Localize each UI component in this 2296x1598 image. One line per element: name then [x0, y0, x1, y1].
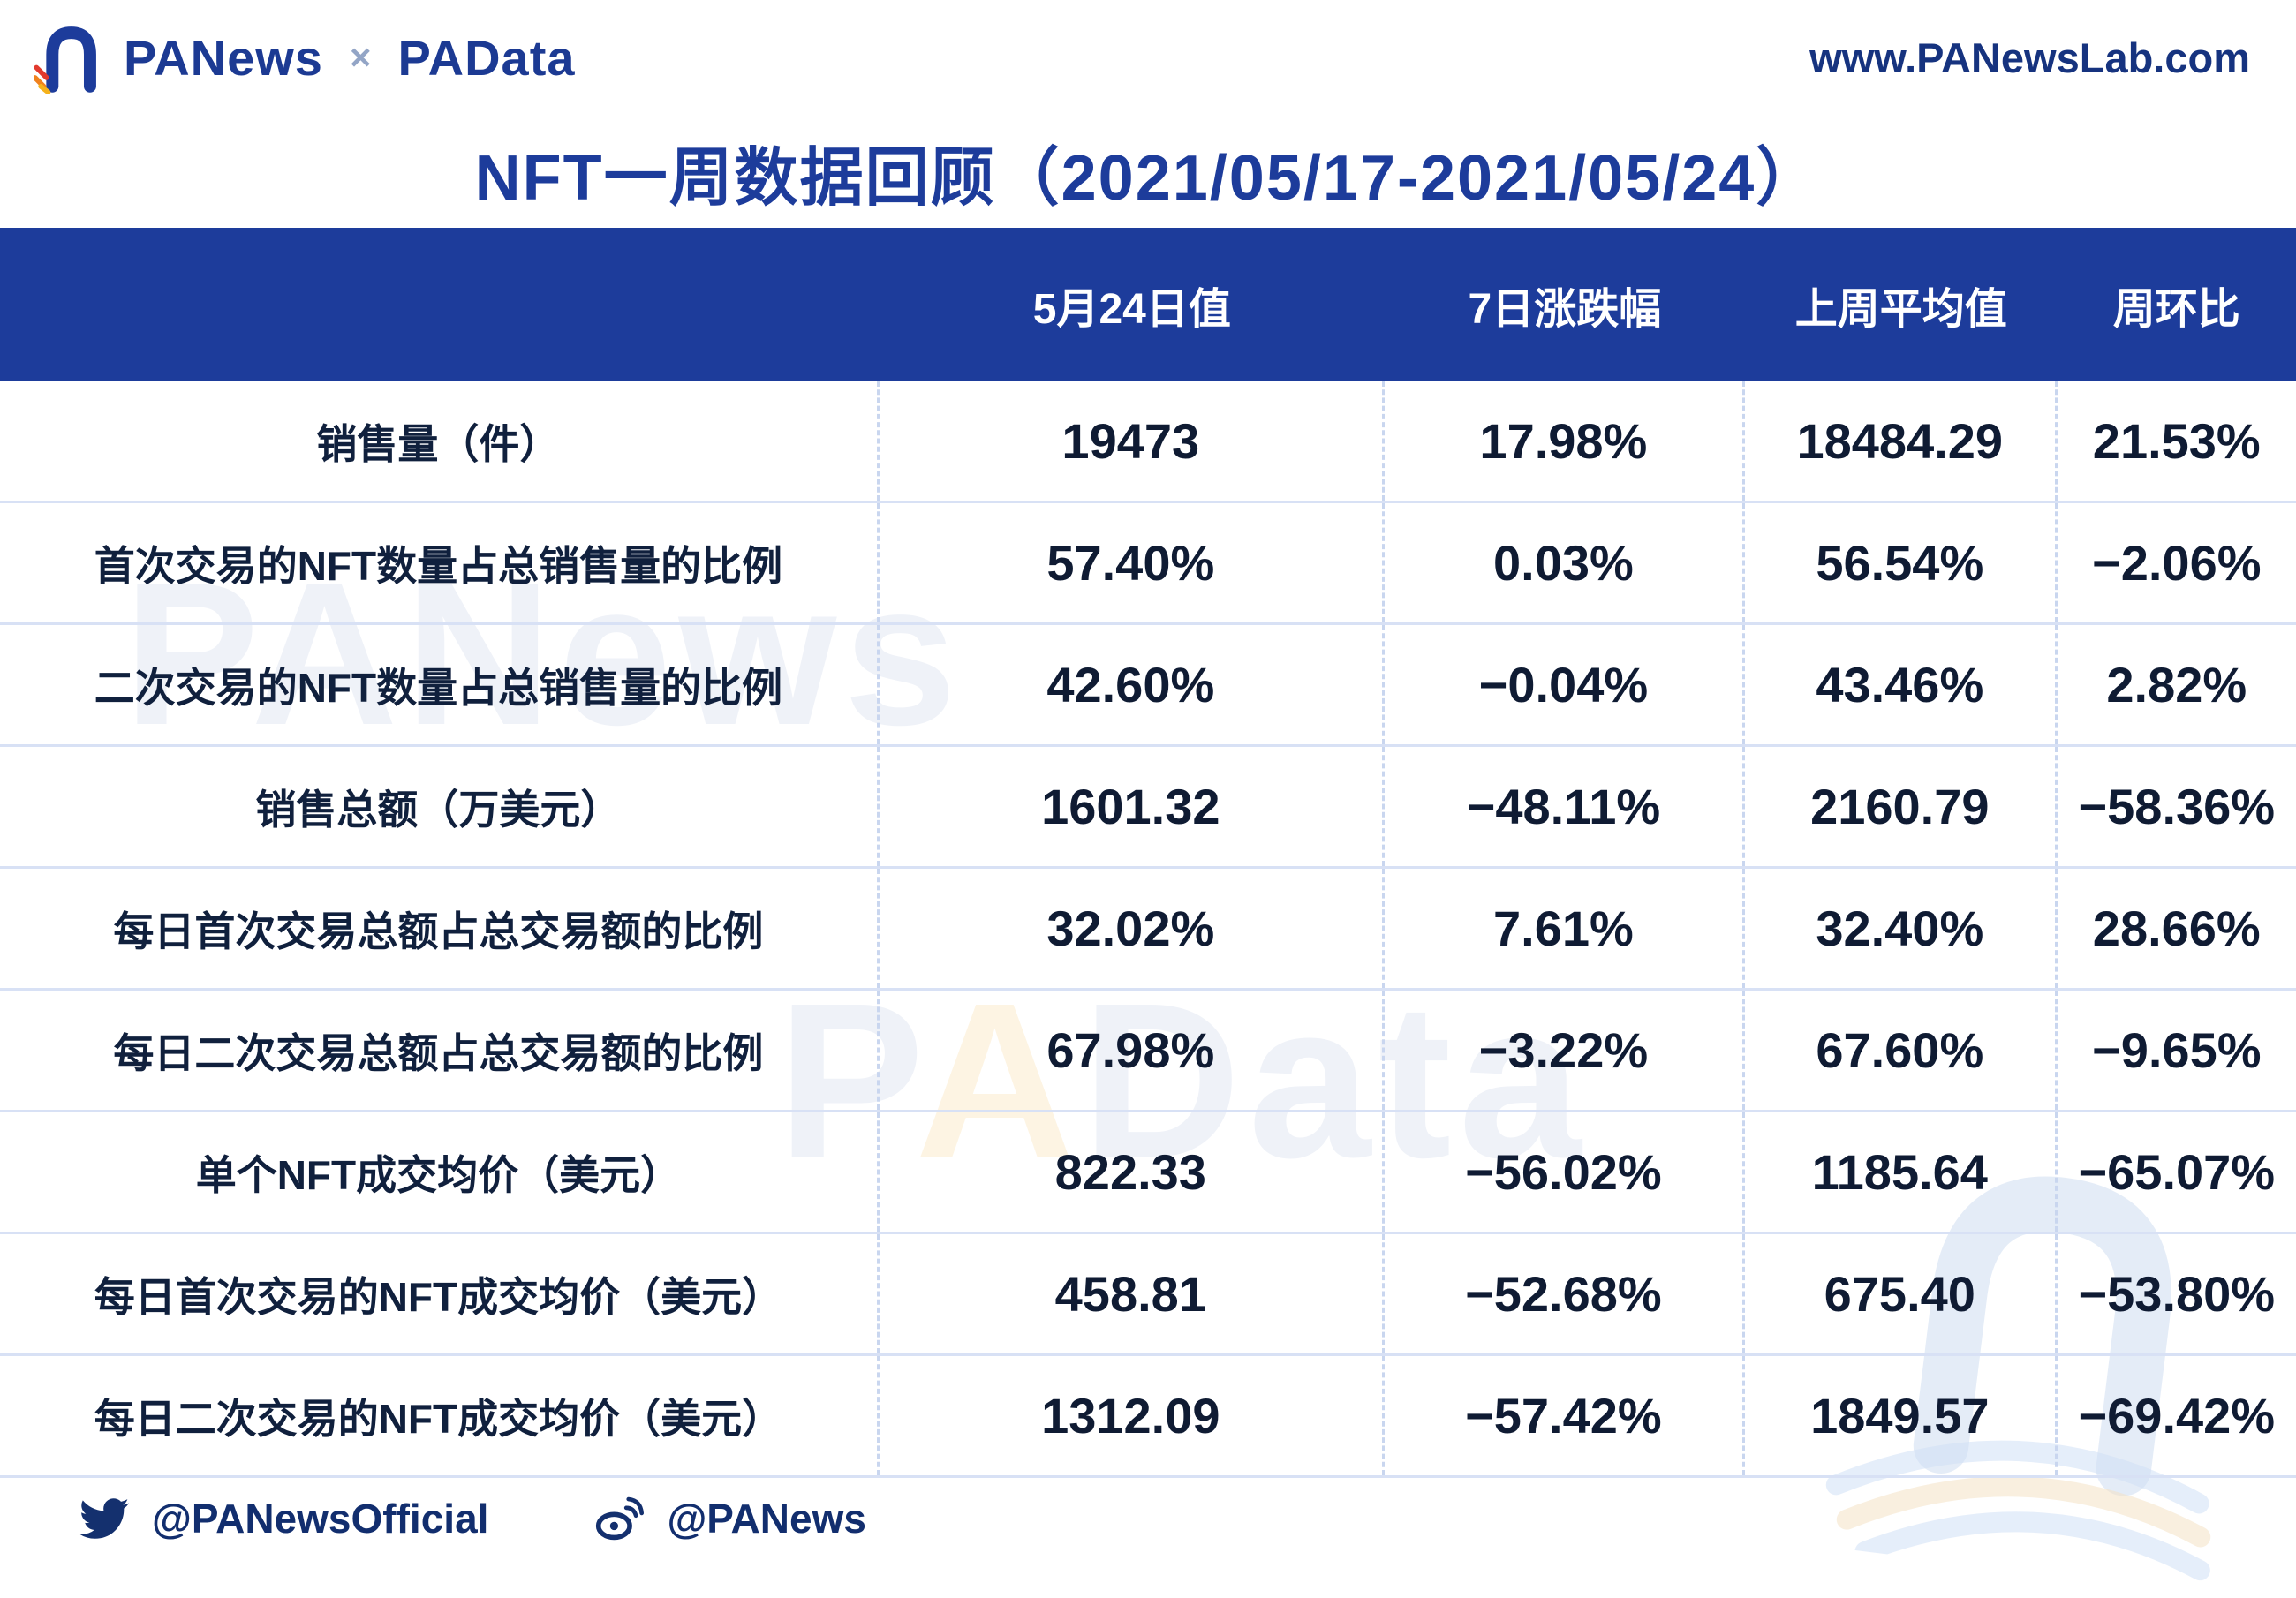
table-body: 销售量（件） 19473 17.98% 18484.29 21.53% 首次交易… [0, 381, 2296, 1478]
twitter-icon [79, 1498, 129, 1539]
top-bar: PANews × PAData www.PANewsLab.com [0, 0, 2296, 115]
cell: 18484.29 [1745, 381, 2058, 501]
cell: 1185.64 [1745, 1112, 2058, 1232]
cell: 1312.09 [880, 1356, 1385, 1475]
table-row: 单个NFT成交均价（美元） 822.33 −56.02% 1185.64 −65… [0, 1112, 2296, 1234]
cell: 67.98% [880, 991, 1385, 1110]
cell: 458.81 [880, 1234, 1385, 1353]
cell: −53.80% [2078, 1266, 2276, 1322]
cell: 21.53% [2092, 413, 2261, 469]
brand-lockup: PANews × PAData [34, 21, 575, 94]
table-row: 首次交易的NFT数量占总销售量的比例 57.40% 0.03% 56.54% −… [0, 503, 2296, 625]
brand-multiply-icon: × [349, 36, 372, 78]
website-link[interactable]: www.PANewsLab.com [1809, 34, 2250, 81]
table-row: 每日首次交易总额占总交易额的比例 32.02% 7.61% 32.40% 28.… [0, 869, 2296, 991]
table-header-col-value: 5月24日值 [1032, 286, 1231, 333]
nft-weekly-table: 5月24日值 7日涨跌幅 上周平均值 周环比 销售量（件） 19473 17.9… [0, 228, 2296, 1478]
row-label: 销售量（件） [0, 381, 880, 501]
cell: 1849.57 [1745, 1356, 2058, 1475]
row-label: 每日二次交易的NFT成交均价（美元） [0, 1356, 880, 1475]
row-label: 销售总额（万美元） [0, 747, 880, 866]
cell: 1601.32 [880, 747, 1385, 866]
table-header-row: 5月24日值 7日涨跌幅 上周平均值 周环比 [0, 228, 2296, 381]
brand-panews: PANews [124, 29, 323, 86]
table-row: 二次交易的NFT数量占总销售量的比例 42.60% −0.04% 43.46% … [0, 625, 2296, 747]
row-label: 每日首次交易总额占总交易额的比例 [0, 869, 880, 988]
table-header-col-7d-change: 7日涨跌幅 [1468, 286, 1662, 333]
cell: −9.65% [2092, 1022, 2262, 1078]
page-title: NFT一周数据回顾（2021/05/17-2021/05/24） [474, 142, 1822, 214]
cell: 19473 [880, 381, 1385, 501]
cell: 2.82% [2106, 657, 2247, 712]
cell: −69.42% [2078, 1388, 2276, 1443]
weibo-handle[interactable]: @PANews [667, 1496, 866, 1541]
cell: 17.98% [1385, 381, 1745, 501]
table-header-col-lastweek-avg: 上周平均值 [1794, 286, 2007, 333]
row-label: 每日首次交易的NFT成交均价（美元） [0, 1234, 880, 1353]
panews-logo-icon [34, 26, 96, 94]
cell: 56.54% [1745, 503, 2058, 622]
infographic-page: PANews × PAData www.PANewsLab.com NFT一周数… [0, 0, 2296, 1559]
footer-bar: @PANewsOfficial @PANews [0, 1478, 2296, 1559]
cell: −48.11% [1385, 747, 1745, 866]
cell: −0.04% [1385, 625, 1745, 744]
cell: 822.33 [880, 1112, 1385, 1232]
twitter-handle-group[interactable]: @PANewsOfficial [79, 1494, 488, 1543]
twitter-handle[interactable]: @PANewsOfficial [152, 1496, 489, 1541]
cell: 32.40% [1745, 869, 2058, 988]
cell: −3.22% [1385, 991, 1745, 1110]
cell: 2160.79 [1745, 747, 2058, 866]
cell: 28.66% [2092, 901, 2261, 956]
cell: −58.36% [2078, 779, 2276, 834]
weibo-icon [596, 1496, 645, 1541]
cell: 42.60% [880, 625, 1385, 744]
cell: −2.06% [2092, 535, 2262, 591]
cell: −57.42% [1385, 1356, 1745, 1475]
row-label: 单个NFT成交均价（美元） [0, 1112, 880, 1232]
table-header-col-wow: 周环比 [2112, 286, 2240, 333]
cell: −65.07% [2078, 1144, 2276, 1200]
table-row: 每日二次交易总额占总交易额的比例 67.98% −3.22% 67.60% −9… [0, 991, 2296, 1112]
table-row: 每日首次交易的NFT成交均价（美元） 458.81 −52.68% 675.40… [0, 1234, 2296, 1356]
cell: 32.02% [880, 869, 1385, 988]
table-row: 每日二次交易的NFT成交均价（美元） 1312.09 −57.42% 1849.… [0, 1356, 2296, 1478]
title-area: NFT一周数据回顾（2021/05/17-2021/05/24） [0, 115, 2296, 228]
row-label: 二次交易的NFT数量占总销售量的比例 [0, 625, 880, 744]
row-label: 首次交易的NFT数量占总销售量的比例 [0, 503, 880, 622]
cell: −56.02% [1385, 1112, 1745, 1232]
cell: 43.46% [1745, 625, 2058, 744]
table-row: 销售量（件） 19473 17.98% 18484.29 21.53% [0, 381, 2296, 503]
cell: 67.60% [1745, 991, 2058, 1110]
row-label: 每日二次交易总额占总交易额的比例 [0, 991, 880, 1110]
cell: 0.03% [1385, 503, 1745, 622]
table-row: 销售总额（万美元） 1601.32 −48.11% 2160.79 −58.36… [0, 747, 2296, 869]
cell: 57.40% [880, 503, 1385, 622]
brand-padata: PAData [397, 29, 576, 86]
cell: 675.40 [1745, 1234, 2058, 1353]
cell: 7.61% [1385, 869, 1745, 988]
cell: −52.68% [1385, 1234, 1745, 1353]
weibo-handle-group[interactable]: @PANews [594, 1494, 866, 1543]
